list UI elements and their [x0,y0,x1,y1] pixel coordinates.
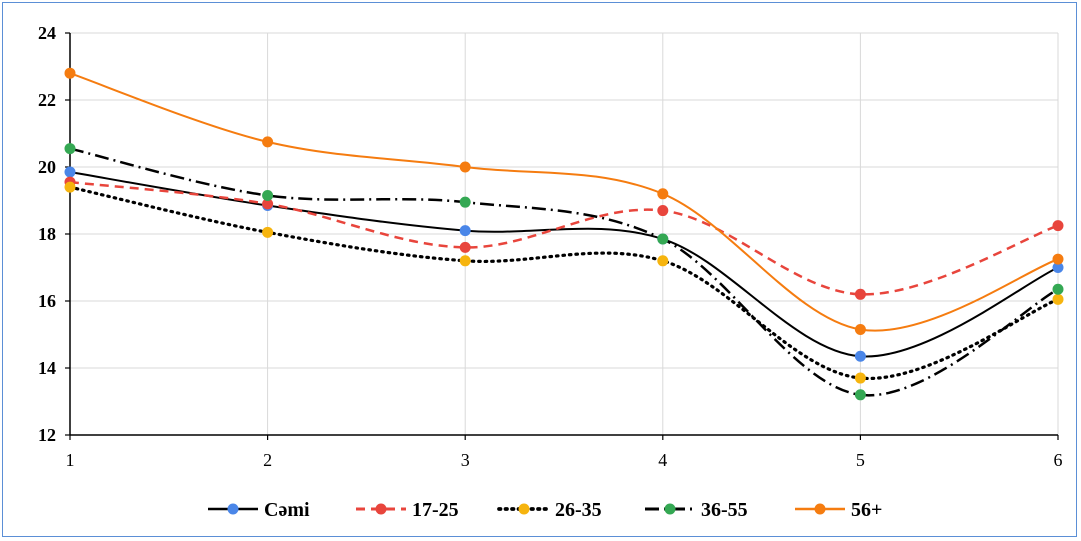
series-1-point-1 [262,198,274,210]
y-tick-label: 18 [38,224,56,244]
series-0-point-5 [1052,262,1064,273]
series-markers [64,67,1064,401]
legend-swatch-marker [664,503,676,515]
series-1-point-2 [459,241,471,253]
series-2-point-4 [854,372,866,384]
legend-label: 26-35 [555,499,602,521]
y-axis-ticks: 12 14 16 18 20 22 24 [38,23,70,445]
y-tick-label: 20 [38,157,56,177]
legend-swatch-marker [227,503,239,515]
series-4-point-5 [1052,253,1064,265]
series-2-point-5 [1052,293,1064,305]
series-3-point-2 [459,196,471,208]
series-4-point-4 [854,323,866,335]
x-tick-label: 1 [66,450,75,470]
y-tick-label: 22 [38,90,56,110]
series-line-0 [69,171,1059,358]
series-3-point-0 [64,143,76,155]
series-0-point-4 [854,350,866,362]
x-tick-label: 6 [1054,450,1063,470]
series-line-2 [68,185,1060,380]
x-tick-label: 4 [658,450,667,470]
series-4-point-1 [262,136,274,148]
legend-swatch-marker [814,503,826,515]
series-line-3 [69,147,1059,397]
series-2-point-2 [459,255,471,267]
y-tick-label: 24 [38,23,56,43]
series-1-point-3 [657,205,669,217]
legend-label: Cəmi [264,499,310,521]
series-line-1 [69,180,1059,296]
legend-swatch-marker [375,503,387,515]
legend-swatch-marker [518,503,530,515]
x-tick-label: 3 [461,450,470,470]
series-2-point-1 [262,226,274,238]
series-4-point-3 [657,188,669,200]
legend: Cəmi 17-25 26-35 36-55 56+ [208,499,882,521]
series-4-point-2 [459,161,471,173]
series-lines [68,72,1060,397]
series-0-point-0 [64,166,76,178]
series-3-point-1 [262,189,274,201]
y-tick-label: 14 [38,358,56,378]
series-line-4 [69,72,1059,332]
series-2-point-0 [64,181,76,193]
series-1-point-5 [1052,220,1064,232]
x-tick-label: 2 [263,450,272,470]
series-3-point-4 [854,389,866,401]
legend-label: 17-25 [412,499,459,521]
legend-label: 56+ [851,499,882,521]
series-0-point-2 [459,225,471,237]
series-3-point-3 [657,233,669,245]
grid-lines [70,32,1059,435]
series-1-point-4 [854,288,866,300]
legend-label: 36-55 [701,499,748,521]
x-tick-label: 5 [856,450,865,470]
y-tick-label: 16 [38,291,56,311]
series-4-point-0 [64,67,76,79]
series-3-point-5 [1052,283,1064,295]
y-tick-label: 12 [38,425,56,445]
series-2-point-3 [657,255,669,267]
x-axis-ticks: 1 2 3 4 5 6 [66,435,1063,470]
